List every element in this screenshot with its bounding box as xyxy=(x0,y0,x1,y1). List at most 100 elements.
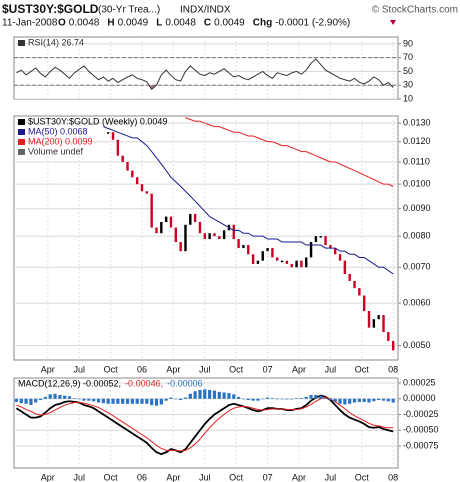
histogram-bar xyxy=(381,398,386,401)
histogram-bar xyxy=(343,398,347,405)
x-tick-label: Oct xyxy=(355,472,370,482)
y-tick-label: 0.00000 xyxy=(403,393,436,403)
histogram-bar xyxy=(77,398,81,400)
y-tick-label: -0.00075 xyxy=(403,440,439,450)
price-bar xyxy=(111,132,115,140)
histogram-bar xyxy=(53,393,57,399)
y-tick-label: 30 xyxy=(403,80,413,90)
histogram-bar xyxy=(121,398,125,404)
plot-area xyxy=(14,116,398,360)
histogram-bar xyxy=(270,398,275,399)
legend-label: MA(200) 0.0099 xyxy=(28,136,93,146)
y-tick-label: 10 xyxy=(403,93,413,103)
plot-area xyxy=(14,378,398,468)
histogram-bar xyxy=(285,398,289,400)
y-tick-label: 0.0080 xyxy=(403,231,431,241)
price-bar xyxy=(280,260,284,263)
x-tick-label: Jul xyxy=(325,472,337,482)
price-bar xyxy=(319,236,322,238)
histogram-bar xyxy=(299,398,303,399)
y-tick-label: 0.0100 xyxy=(403,179,431,189)
histogram-bar xyxy=(309,394,313,399)
histogram-bar xyxy=(150,398,154,406)
price-bar xyxy=(377,315,380,320)
x-tick-label: Jul xyxy=(73,364,85,374)
histogram-bar xyxy=(24,398,28,404)
x-tick-label: Oct xyxy=(104,472,119,482)
y-tick-label: 50 xyxy=(403,66,413,76)
price-bar xyxy=(164,216,168,223)
x-tick-label: 08 xyxy=(388,472,398,482)
price-bar xyxy=(329,245,332,249)
price-bar xyxy=(305,257,308,268)
price-bar xyxy=(126,161,129,171)
plot-area xyxy=(14,37,398,99)
histogram-bar xyxy=(135,398,139,404)
legend-swatch xyxy=(18,129,25,135)
x-tick-label: Oct xyxy=(355,364,370,374)
legend-label: MA(50) 0.0068 xyxy=(28,126,88,136)
histogram-bar xyxy=(96,398,101,403)
price-bar xyxy=(266,248,269,252)
histogram-bar xyxy=(357,398,361,402)
y-tick-label: 0.0110 xyxy=(403,156,430,166)
histogram-bar xyxy=(130,398,134,404)
quote-label: Chg xyxy=(253,18,272,29)
histogram-bar xyxy=(367,398,371,403)
price-bar xyxy=(179,242,182,252)
legend-swatch xyxy=(18,119,25,125)
histogram-bar xyxy=(82,398,86,401)
y-tick-label: 0.0050 xyxy=(403,340,431,350)
histogram-bar xyxy=(241,398,246,400)
quote-label: O xyxy=(58,18,66,29)
histogram-bar xyxy=(323,398,328,399)
price-bar xyxy=(131,170,134,178)
x-tick-label: Oct xyxy=(229,472,244,482)
price-bar xyxy=(247,245,250,255)
price-bar xyxy=(242,245,245,249)
price-bar xyxy=(261,251,264,261)
price-bar xyxy=(174,227,178,243)
price-bar xyxy=(324,236,327,246)
quote-label: C xyxy=(204,18,211,29)
y-tick-label: 0.00025 xyxy=(403,377,436,387)
histogram-bar xyxy=(328,398,332,401)
histogram-bar xyxy=(246,398,250,401)
histogram-bar xyxy=(183,397,188,399)
histogram-bar xyxy=(92,398,96,402)
price-bar xyxy=(222,230,226,240)
y-tick-label: 70 xyxy=(403,52,413,62)
quote-value: 0.0049 xyxy=(118,18,149,29)
histogram-bar xyxy=(391,398,395,403)
histogram-bar xyxy=(203,389,207,399)
price-bar xyxy=(213,233,216,237)
histogram-bar xyxy=(193,391,197,399)
price-bar xyxy=(150,193,153,228)
price-bar xyxy=(251,254,255,264)
price-bar xyxy=(256,260,260,264)
histogram-bar xyxy=(72,398,76,399)
x-tick-label: Apr xyxy=(41,472,55,482)
x-tick-label: Jul xyxy=(199,364,211,374)
quote-value: 0.0048 xyxy=(69,18,100,29)
legend-swatch xyxy=(18,149,25,155)
histogram-bar xyxy=(377,398,381,401)
price-bar xyxy=(208,233,211,240)
legend-label: RSI(14) 26.74 xyxy=(28,37,84,47)
histogram-bar xyxy=(111,398,115,404)
histogram-bar xyxy=(212,390,217,399)
instrument-name: (30-Yr Trea...) xyxy=(98,5,160,16)
x-tick-label: Apr xyxy=(41,364,55,374)
histogram-bar xyxy=(14,398,19,402)
legend-label: MACD(12,26,9) -0.00052, xyxy=(18,378,121,388)
price-bar xyxy=(372,319,376,328)
x-tick-label: Jul xyxy=(199,472,211,482)
price-bar xyxy=(203,233,206,240)
series-line xyxy=(16,58,394,91)
price-bar xyxy=(367,311,371,328)
histogram-bar xyxy=(314,394,318,399)
price-bar xyxy=(135,177,139,185)
price-bar xyxy=(169,216,173,228)
quote-label: L xyxy=(156,18,162,29)
legend-label: $UST30Y:$GOLD (Weekly) 0.0049 xyxy=(28,116,167,126)
